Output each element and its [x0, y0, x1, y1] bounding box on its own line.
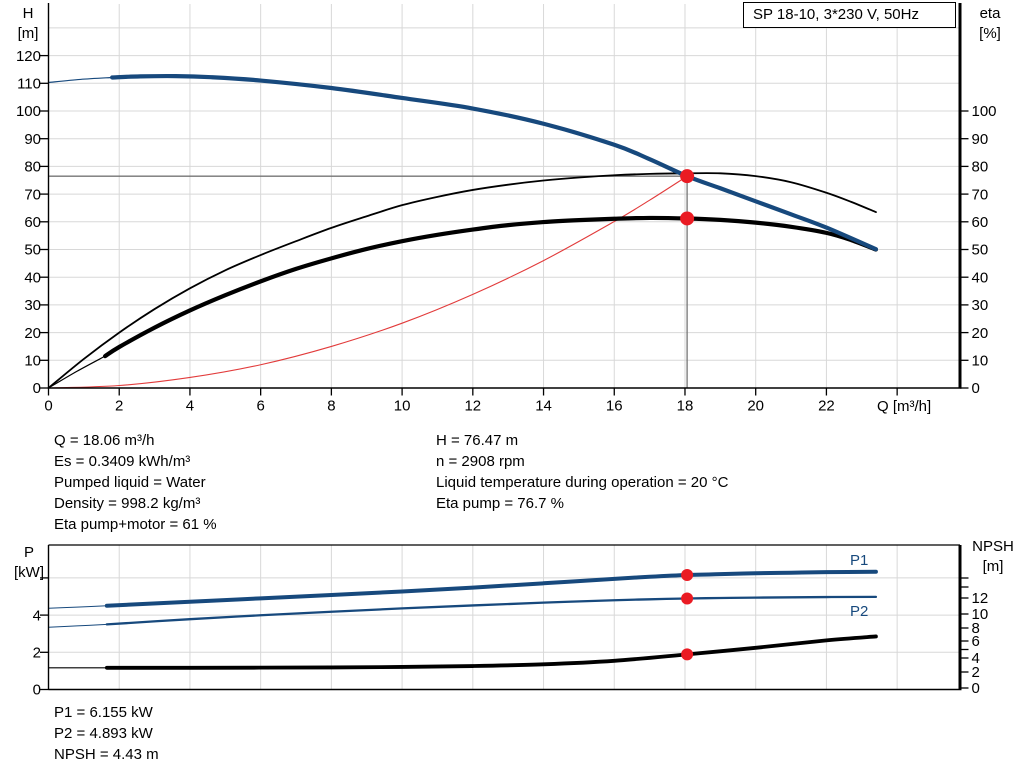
- eta-axis-title-line1: eta: [979, 5, 1001, 22]
- duty-q-text: Q = 18.06 m³/h: [54, 432, 155, 449]
- duty-point-npsh-dot: [681, 648, 694, 661]
- svg-text:22: 22: [818, 398, 835, 415]
- duty-eta-total-text: Eta pump+motor = 61 %: [54, 516, 217, 533]
- duty-p1-text: P1 = 6.155 kW: [54, 704, 153, 721]
- svg-text:2: 2: [972, 664, 980, 681]
- p1-curve-thin-lead: [48, 605, 107, 609]
- svg-text:30: 30: [972, 297, 989, 314]
- svg-text:50: 50: [24, 242, 41, 259]
- svg-text:10: 10: [972, 606, 989, 623]
- npsh-curve: [104, 634, 878, 670]
- svg-text:18: 18: [677, 398, 694, 415]
- p2-curve: [105, 595, 878, 626]
- svg-text:0: 0: [972, 680, 980, 697]
- svg-text:60: 60: [972, 214, 989, 231]
- svg-text:4: 4: [33, 607, 41, 624]
- npsh-axis-title-line2: [m]: [982, 558, 1004, 575]
- npsh-axis-title: NPSH [m]: [964, 537, 1022, 577]
- svg-text:90: 90: [24, 131, 41, 148]
- svg-text:0: 0: [33, 380, 41, 397]
- duty-eta-pump-text: Eta pump = 76.7 %: [436, 495, 564, 512]
- svg-text:20: 20: [24, 325, 41, 342]
- svg-text:20: 20: [972, 325, 989, 342]
- svg-text:8: 8: [972, 620, 980, 637]
- eta-pump-motor-curve-thin-lead: [48, 355, 106, 389]
- svg-text:0: 0: [972, 380, 980, 397]
- duty-npsh-text: NPSH = 4.43 m: [54, 746, 159, 763]
- svg-text:90: 90: [972, 131, 989, 148]
- h-axis-title: H [m]: [8, 4, 48, 44]
- svg-text:40: 40: [24, 269, 41, 286]
- duty-point-p1-dot: [681, 569, 694, 582]
- p2-curve-label: P2: [850, 603, 869, 620]
- svg-text:60: 60: [24, 214, 41, 231]
- duty-annotations-bottom: P1 = 6.155 kW P2 = 4.893 kW NPSH = 4.43 …: [54, 702, 159, 765]
- svg-text:0: 0: [44, 398, 52, 415]
- eta-axis-title-line2: [%]: [979, 25, 1001, 42]
- svg-text:80: 80: [24, 159, 41, 176]
- svg-text:30: 30: [24, 297, 41, 314]
- system-curve-curve: [47, 175, 688, 389]
- svg-text:50: 50: [972, 242, 989, 259]
- duty-es-text: Es = 0.3409 kWh/m³: [54, 453, 191, 470]
- duty-point-head-dot: [680, 169, 695, 184]
- duty-temp-text: Liquid temperature during operation = 20…: [436, 474, 729, 491]
- q-axis-title: Q [m³/h]: [877, 398, 932, 415]
- svg-text:12: 12: [464, 398, 481, 415]
- p1-curve-label: P1: [850, 552, 869, 569]
- p-axis-title-line1: P: [23, 544, 34, 561]
- duty-point-p2-dot: [681, 592, 694, 605]
- svg-text:120: 120: [16, 48, 41, 65]
- svg-text:12: 12: [972, 590, 989, 607]
- svg-text:100: 100: [972, 103, 997, 120]
- svg-text:10: 10: [394, 398, 411, 415]
- svg-text:10: 10: [24, 353, 41, 370]
- duty-annotations-right: H = 76.47 m n = 2908 rpm Liquid temperat…: [436, 430, 728, 514]
- svg-text:4: 4: [186, 398, 194, 415]
- svg-text:40: 40: [972, 269, 989, 286]
- svg-text:2: 2: [115, 398, 123, 415]
- svg-text:20: 20: [747, 398, 764, 415]
- p-axis-title-line2: [kW]: [14, 564, 44, 581]
- top-chart: 0 2 4 6 8 10 12 14 16 18 20 22 0 10 20 30 40 50 60 70 80 90 10…: [16, 3, 997, 415]
- svg-text:4: 4: [972, 650, 980, 667]
- svg-text:70: 70: [972, 186, 989, 203]
- p-axis-title: P [kW]: [6, 543, 52, 583]
- head-curve: [110, 73, 879, 252]
- svg-text:2: 2: [33, 645, 41, 662]
- svg-text:110: 110: [17, 76, 41, 93]
- svg-text:0: 0: [33, 682, 41, 699]
- svg-text:16: 16: [606, 398, 623, 415]
- eta-pump-curve: [47, 172, 877, 389]
- top-chart-grid: [48, 4, 960, 388]
- svg-text:100: 100: [16, 103, 41, 120]
- svg-text:14: 14: [535, 398, 552, 415]
- duty-liquid-text: Pumped liquid = Water: [54, 474, 206, 491]
- duty-h-text: H = 76.47 m: [436, 432, 519, 449]
- head-curve-thin-lead: [48, 76, 113, 84]
- pump-title-text: SP 18-10, 3*230 V, 50Hz: [753, 6, 919, 23]
- duty-p2-text: P2 = 4.893 kW: [54, 725, 153, 742]
- p2-curve-thin-lead: [48, 623, 107, 628]
- svg-text:6: 6: [972, 633, 980, 650]
- svg-text:10: 10: [972, 353, 989, 370]
- duty-point-eta-dot: [680, 211, 695, 226]
- duty-annotations-left: Q = 18.06 m³/h Es = 0.3409 kWh/m³ Pumped…: [54, 430, 217, 535]
- p1-curve: [104, 569, 878, 608]
- eta-pump-motor-curve: [102, 215, 879, 359]
- svg-text:80: 80: [972, 159, 989, 176]
- duty-n-text: n = 2908 rpm: [436, 453, 525, 470]
- npsh-axis-title-line1: NPSH: [972, 538, 1014, 555]
- eta-axis-title: eta [%]: [966, 4, 1014, 44]
- pump-title-box: SP 18-10, 3*230 V, 50Hz: [743, 2, 956, 28]
- h-axis-title-line2: [m]: [17, 25, 39, 42]
- h-axis-title-line1: H: [22, 5, 34, 22]
- svg-text:6: 6: [256, 398, 264, 415]
- duty-density-text: Density = 998.2 kg/m³: [54, 495, 201, 512]
- svg-text:8: 8: [327, 398, 335, 415]
- svg-text:70: 70: [24, 186, 41, 203]
